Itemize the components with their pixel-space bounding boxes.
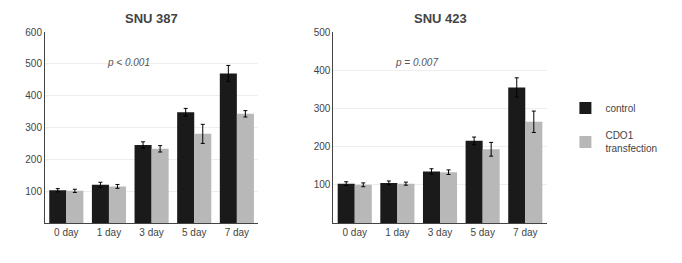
svg-text:p < 0.001: p < 0.001: [107, 57, 150, 68]
svg-text:1 day: 1 day: [97, 227, 121, 238]
svg-text:control: control: [605, 103, 635, 114]
svg-text:p = 0.007: p = 0.007: [395, 57, 438, 68]
svg-text:400: 400: [314, 65, 331, 76]
svg-text:5 day: 5 day: [470, 227, 494, 238]
svg-text:SNU 423: SNU 423: [414, 11, 467, 26]
svg-text:500: 500: [25, 58, 42, 69]
svg-text:CDO1transfection: CDO1transfection: [605, 130, 657, 154]
svg-text:400: 400: [25, 90, 42, 101]
svg-text:0 day: 0 day: [54, 227, 78, 238]
svg-text:0 day: 0 day: [343, 227, 367, 238]
svg-text:600: 600: [25, 27, 42, 38]
svg-text:3 day: 3 day: [428, 227, 452, 238]
svg-text:100: 100: [25, 186, 42, 197]
svg-text:SNU 387: SNU 387: [125, 11, 178, 26]
svg-text:7 day: 7 day: [513, 227, 537, 238]
svg-text:7 day: 7 day: [225, 227, 249, 238]
svg-text:100: 100: [314, 179, 331, 190]
svg-text:5 day: 5 day: [182, 227, 206, 238]
svg-text:200: 200: [314, 141, 331, 152]
svg-text:200: 200: [25, 154, 42, 165]
svg-text:3 day: 3 day: [139, 227, 163, 238]
svg-text:1 day: 1 day: [385, 227, 409, 238]
svg-text:500: 500: [314, 27, 331, 38]
svg-text:300: 300: [25, 122, 42, 133]
svg-text:300: 300: [314, 103, 331, 114]
